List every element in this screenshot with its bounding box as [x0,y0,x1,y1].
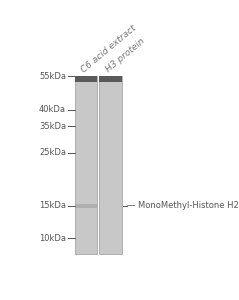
Text: 35kDa: 35kDa [39,122,66,130]
Text: 15kDa: 15kDa [39,201,66,210]
Bar [76,204,97,208]
Bar [99,76,122,82]
Text: 25kDa: 25kDa [39,148,66,157]
Bar [99,76,122,254]
Text: 40kDa: 40kDa [39,105,66,114]
Text: — MonoMethyl-Histone H2B-K5: — MonoMethyl-Histone H2B-K5 [127,201,239,210]
Text: C6 acid extract: C6 acid extract [79,23,138,74]
Text: H3 protein: H3 protein [104,37,147,74]
Bar [75,76,98,254]
Text: 55kDa: 55kDa [39,72,66,81]
Bar [75,76,98,82]
Text: 10kDa: 10kDa [39,234,66,243]
